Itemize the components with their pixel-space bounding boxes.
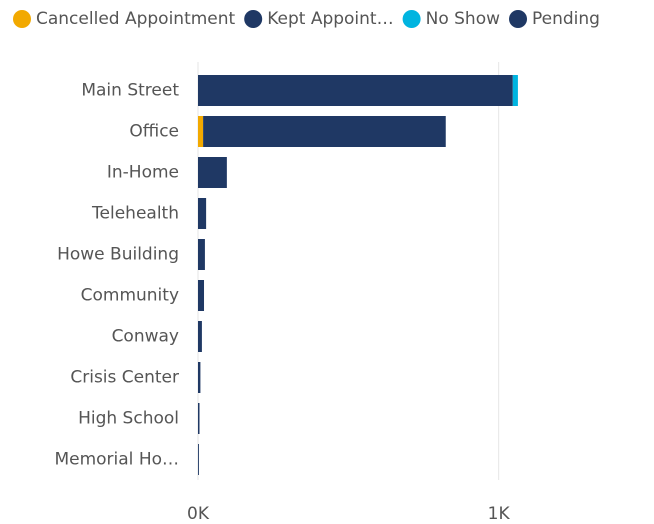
legend-label: Pending <box>532 9 600 29</box>
bar-segment <box>203 116 446 147</box>
y-tick-label: Memorial Ho… <box>54 450 179 470</box>
bar-segment <box>198 75 513 106</box>
y-tick-label: Crisis Center <box>70 368 179 388</box>
y-tick-label: Office <box>129 122 179 142</box>
x-tick-label: 1K <box>488 504 511 524</box>
bar-segment <box>198 403 200 434</box>
legend-marker <box>509 10 528 28</box>
y-tick-label: Telehealth <box>91 204 179 224</box>
legend-label: Cancelled Appointment <box>36 9 236 29</box>
bar-segment <box>198 321 202 352</box>
y-tick-label: Main Street <box>81 81 179 101</box>
legend-label: No Show <box>426 9 500 29</box>
y-tick-label: High School <box>78 409 179 429</box>
legend-marker <box>13 10 31 28</box>
y-tick-label: Community <box>81 286 179 306</box>
bar-segment <box>198 444 199 475</box>
y-tick-label: Howe Building <box>57 245 179 265</box>
bar-segment <box>198 239 205 270</box>
x-tick-label: 0K <box>187 504 210 524</box>
legend-marker <box>402 10 421 28</box>
bar-segment <box>198 280 205 311</box>
y-tick-label: In-Home <box>107 163 179 183</box>
legend-label: Kept Appoint… <box>267 9 393 29</box>
bar-segment <box>198 362 201 393</box>
y-tick-label: Conway <box>112 327 179 347</box>
bar-segment <box>198 198 207 229</box>
bar-segment <box>198 157 227 188</box>
legend-marker <box>244 10 263 28</box>
bar-segment <box>198 116 204 147</box>
bar-segment <box>512 75 518 106</box>
